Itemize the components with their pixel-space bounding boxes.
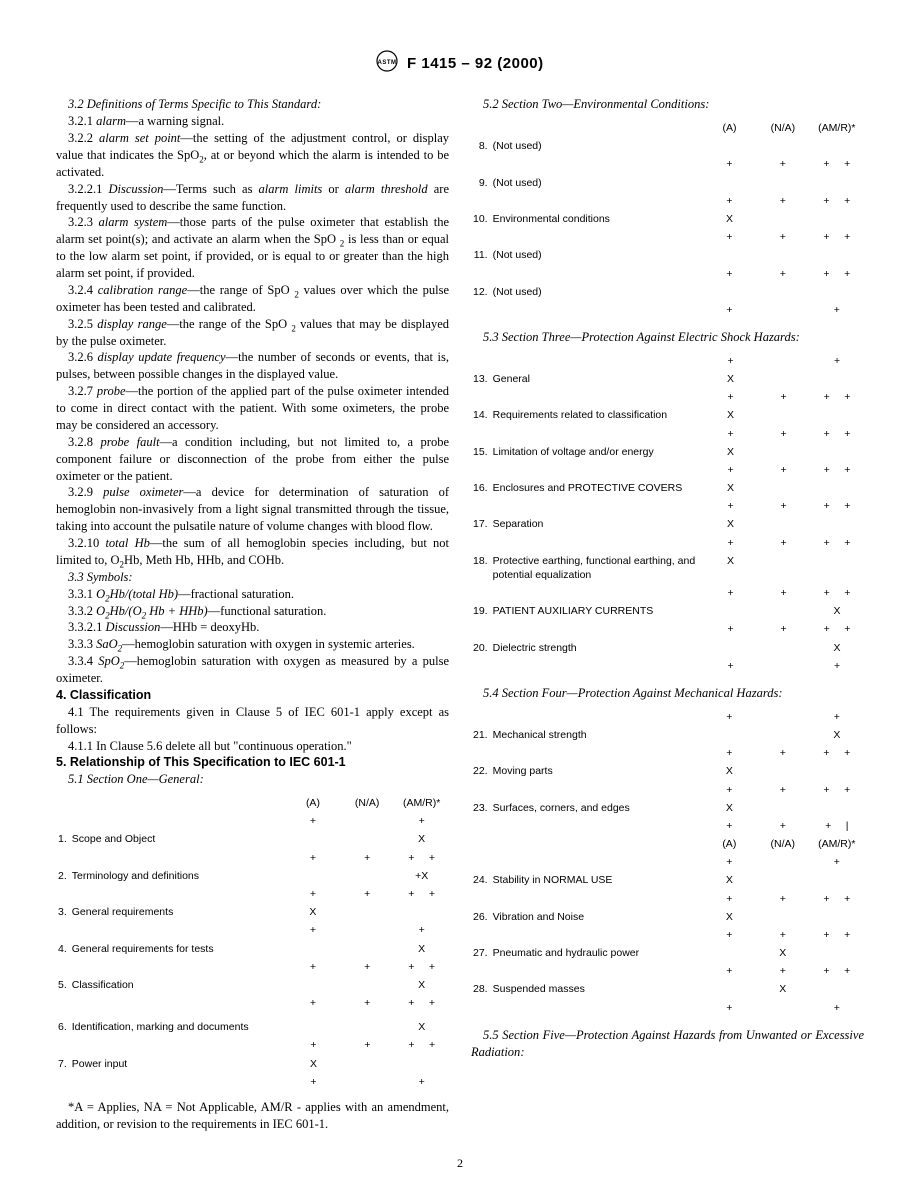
s5-3: 5.3 Section Three—Protection Against Ele… [471, 329, 864, 346]
s3-2-2: 3.2.2 alarm set point—the setting of the… [56, 130, 449, 181]
s3-2-2-1: 3.2.2.1 Discussion—Terms such as alarm l… [56, 181, 449, 215]
table-row: 22.Moving partsX [471, 762, 864, 780]
designation: F 1415 – 92 (2000) [407, 55, 544, 72]
s4-1: 4.1 The requirements given in Clause 5 o… [56, 704, 449, 738]
table-row: 26.Vibration and NoiseX [471, 908, 864, 926]
s3-2-6: 3.2.6 display update frequency—the numbe… [56, 349, 449, 383]
table-section-one: (A)(N/A)(AM/R)* ++ 1.Scope and ObjectX +… [56, 794, 449, 1012]
s3-2: 3.2 Definitions of Terms Specific to Thi… [56, 96, 449, 113]
s5-h: 5. Relationship of This Specification to… [56, 754, 449, 771]
svg-text:ASTM: ASTM [378, 60, 397, 66]
s3-2-10: 3.2.10 total Hb—the sum of all hemoglobi… [56, 535, 449, 569]
table-row: 19.PATIENT AUXILIARY CURRENTSX [471, 602, 864, 620]
body-columns: 3.2 Definitions of Terms Specific to Thi… [56, 96, 864, 1146]
table-row: 3.General requirementsX [56, 903, 449, 921]
table-section-one-cont: 6.Identification, marking and documentsX… [56, 1018, 449, 1091]
table-row: 12.(Not used) [471, 283, 864, 301]
s3-3-2: 3.3.2 O2Hb/(O2 Hb + HHb)—functional satu… [56, 603, 449, 620]
table-row: 15.Limitation of voltage and/or energyX [471, 443, 864, 461]
table-row: 2.Terminology and definitions+X [56, 867, 449, 885]
table-row: 23.Surfaces, corners, and edgesX [471, 799, 864, 817]
table-row: 1.Scope and ObjectX [56, 830, 449, 848]
table-row: 5.ClassificationX [56, 976, 449, 994]
table-section-two: (A)(N/A)(AM/R)* 8.(Not used) +++ + 9.(No… [471, 119, 864, 319]
table-row: 9.(Not used) [471, 174, 864, 192]
s3-2-8: 3.2.8 probe fault—a condition including,… [56, 434, 449, 485]
s5-4: 5.4 Section Four—Protection Against Mech… [471, 685, 864, 702]
s3-2-1: 3.2.1 alarm—a warning signal. [56, 113, 449, 130]
s5-5: 5.5 Section Five—Protection Against Haza… [471, 1027, 864, 1061]
footnote: *A = Applies, NA = Not Applicable, AM/R … [56, 1099, 449, 1133]
astm-logo: ASTM [376, 50, 398, 78]
table-row: 17.SeparationX [471, 515, 864, 533]
table-row: 18.Protective earthing, functional earth… [471, 552, 864, 584]
table-row: 10.Environmental conditionsX [471, 210, 864, 228]
s5-1: 5.1 Section One—General: [56, 771, 449, 788]
table-row: 21.Mechanical strengthX [471, 726, 864, 744]
s4-h: 4. Classification [56, 687, 449, 704]
table-row: 27.Pneumatic and hydraulic powerX [471, 944, 864, 962]
table-row: 6.Identification, marking and documentsX [56, 1018, 449, 1036]
s3-3-3: 3.3.3 SaO2—hemoglobin saturation with ox… [56, 636, 449, 653]
s3-2-7: 3.2.7 probe—the portion of the applied p… [56, 383, 449, 434]
table-row: 8.(Not used) [471, 137, 864, 155]
table-section-three: ++ 13.GeneralX +++ + 14.Requirements rel… [471, 352, 864, 675]
page-header: ASTM F 1415 – 92 (2000) [56, 50, 864, 78]
s4-1-1: 4.1.1 In Clause 5.6 delete all but "cont… [56, 738, 449, 755]
s3-2-3: 3.2.3 alarm system—those parts of the pu… [56, 214, 449, 282]
s5-2: 5.2 Section Two—Environmental Conditions… [471, 96, 864, 113]
s3-2-9: 3.2.9 pulse oximeter—a device for determ… [56, 484, 449, 535]
table-row: 11.(Not used) [471, 246, 864, 264]
table-row: 24.Stability in NORMAL USEX [471, 871, 864, 889]
s3-3: 3.3 Symbols: [56, 569, 449, 586]
table-row: 7.Power inputX [56, 1055, 449, 1073]
table-row: 16.Enclosures and PROTECTIVE COVERSX [471, 479, 864, 497]
table-row: 20.Dielectric strengthX [471, 639, 864, 657]
table-row: 14.Requirements related to classificatio… [471, 406, 864, 424]
s3-3-2-1: 3.3.2.1 Discussion—HHb = deoxyHb. [56, 619, 449, 636]
table-row: 13.GeneralX [471, 370, 864, 388]
s3-3-4: 3.3.4 SpO2—hemoglobin saturation with ox… [56, 653, 449, 687]
table-row: 28.Suspended massesX [471, 980, 864, 998]
page-number: 2 [0, 1155, 920, 1171]
s3-3-1: 3.3.1 O2Hb/(total Hb)—fractional saturat… [56, 586, 449, 603]
s3-2-5: 3.2.5 display range—the range of the SpO… [56, 316, 449, 350]
table-section-four: ++ 21.Mechanical strengthX +++ + 22.Movi… [471, 708, 864, 1017]
s3-2-4: 3.2.4 calibration range—the range of SpO… [56, 282, 449, 316]
table-row: 4.General requirements for testsX [56, 940, 449, 958]
